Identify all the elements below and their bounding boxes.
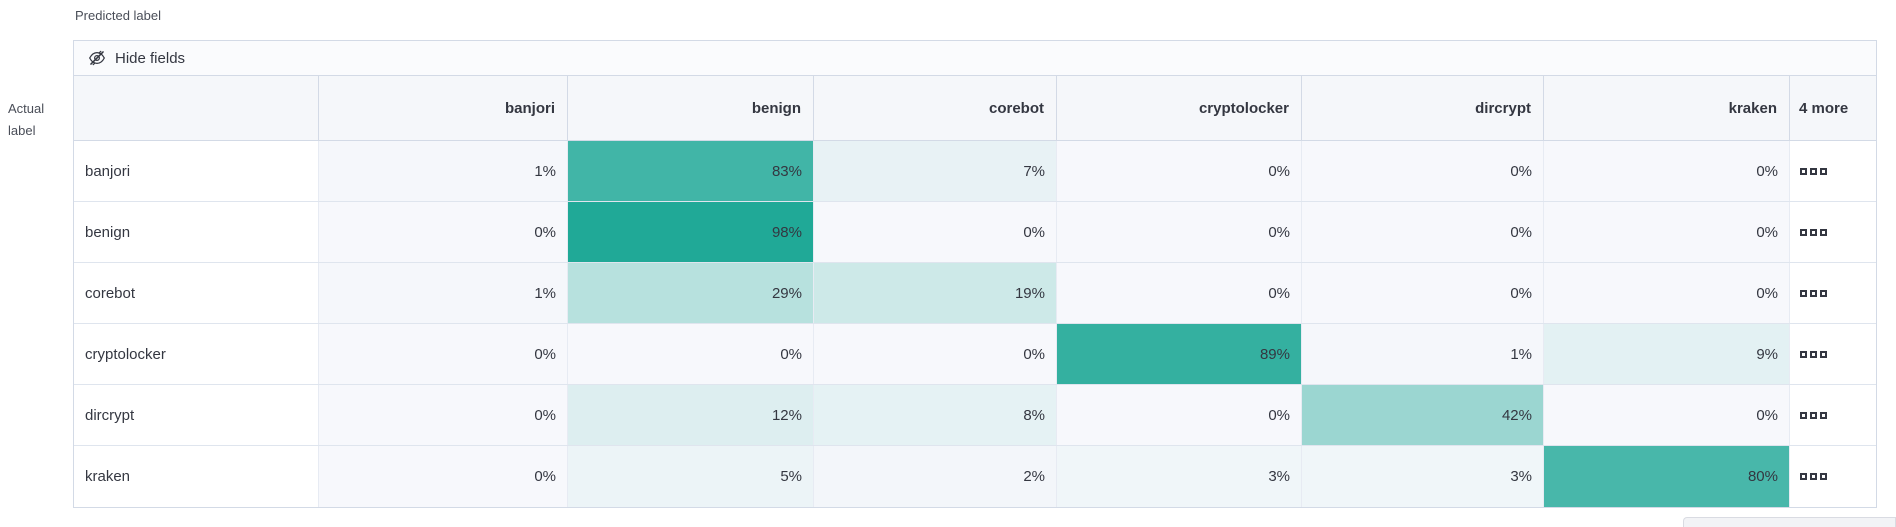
grid-cell-kraken-cryptolocker[interactable]: 3% [1057, 446, 1302, 507]
grid-cell-kraken-benign[interactable]: 5% [568, 446, 814, 507]
grid-cell-kraken-banjori[interactable]: 0% [319, 446, 568, 507]
grid-cell-corebot-dircrypt[interactable]: 0% [1302, 263, 1544, 323]
grid-cell-corebot-corebot[interactable]: 19% [814, 263, 1057, 323]
boxes-horizontal-icon [1800, 411, 1807, 419]
grid-cell-dircrypt-benign[interactable]: 12% [568, 385, 814, 445]
grid-cell-dircrypt-dircrypt[interactable]: 42% [1302, 385, 1544, 445]
grid-row-kraken: kraken 0% 5% 2% 3% 3% 80% [74, 446, 1876, 507]
more-columns-cell[interactable] [1790, 446, 1876, 507]
grid-cell-banjori-cryptolocker[interactable]: 0% [1057, 141, 1302, 201]
actual-axis-label-line1: Actual [8, 101, 45, 116]
grid-cell-kraken-kraken[interactable]: 80% [1544, 446, 1790, 507]
grid-row-cryptolocker: cryptolocker 0% 0% 0% 89% 1% 9% [74, 324, 1876, 385]
boxes-horizontal-icon [1810, 350, 1817, 358]
boxes-horizontal-icon [1810, 289, 1817, 297]
grid-cell-cryptolocker-cryptolocker[interactable]: 89% [1057, 324, 1302, 384]
grid-row-corebot: corebot 1% 29% 19% 0% 0% 0% [74, 263, 1876, 324]
row-label-cryptolocker[interactable]: cryptolocker [74, 324, 319, 384]
column-header-corebot[interactable]: corebot [814, 76, 1057, 140]
more-columns-cell[interactable] [1790, 263, 1876, 323]
grid-cell-kraken-dircrypt[interactable]: 3% [1302, 446, 1544, 507]
actual-axis-label-line2: label [8, 123, 36, 138]
boxes-horizontal-icon [1820, 167, 1827, 175]
column-header-dircrypt[interactable]: dircrypt [1302, 76, 1544, 140]
grid-cell-cryptolocker-corebot[interactable]: 0% [814, 324, 1057, 384]
grid-cell-corebot-benign[interactable]: 29% [568, 263, 814, 323]
grid-cell-cryptolocker-benign[interactable]: 0% [568, 324, 814, 384]
grid-cell-cryptolocker-kraken[interactable]: 9% [1544, 324, 1790, 384]
grid-cell-banjori-dircrypt[interactable]: 0% [1302, 141, 1544, 201]
grid-row-benign: benign 0% 98% 0% 0% 0% 0% [74, 202, 1876, 263]
grid-cell-benign-cryptolocker[interactable]: 0% [1057, 202, 1302, 262]
grid-cell-cryptolocker-banjori[interactable]: 0% [319, 324, 568, 384]
horizontal-scrollbar[interactable] [1683, 517, 1896, 527]
boxes-horizontal-icon [1800, 167, 1807, 175]
grid-cell-dircrypt-corebot[interactable]: 8% [814, 385, 1057, 445]
boxes-horizontal-icon [1820, 411, 1827, 419]
hide-fields-label: Hide fields [115, 49, 186, 67]
grid-cell-kraken-corebot[interactable]: 2% [814, 446, 1057, 507]
row-label-corebot[interactable]: corebot [74, 263, 319, 323]
column-header-banjori[interactable]: banjori [319, 76, 568, 140]
more-columns-cell[interactable] [1790, 324, 1876, 384]
grid-cell-benign-banjori[interactable]: 0% [319, 202, 568, 262]
boxes-horizontal-icon [1810, 167, 1817, 175]
grid-cell-banjori-corebot[interactable]: 7% [814, 141, 1057, 201]
more-columns-cell[interactable] [1790, 141, 1876, 201]
row-label-kraken[interactable]: kraken [74, 446, 319, 507]
grid-cell-banjori-banjori[interactable]: 1% [319, 141, 568, 201]
grid-cell-dircrypt-kraken[interactable]: 0% [1544, 385, 1790, 445]
boxes-horizontal-icon [1810, 411, 1817, 419]
column-header-kraken[interactable]: kraken [1544, 76, 1790, 140]
grid-cell-dircrypt-banjori[interactable]: 0% [319, 385, 568, 445]
boxes-horizontal-icon [1820, 228, 1827, 236]
grid-cell-benign-kraken[interactable]: 0% [1544, 202, 1790, 262]
boxes-horizontal-icon [1820, 473, 1827, 480]
column-header-benign[interactable]: benign [568, 76, 814, 140]
row-label-dircrypt[interactable]: dircrypt [74, 385, 319, 445]
boxes-horizontal-icon [1800, 289, 1807, 297]
more-columns-cell[interactable] [1790, 385, 1876, 445]
grid-cell-corebot-banjori[interactable]: 1% [319, 263, 568, 323]
grid-cell-cryptolocker-dircrypt[interactable]: 1% [1302, 324, 1544, 384]
grid-cell-corebot-kraken[interactable]: 0% [1544, 263, 1790, 323]
more-columns-cell[interactable] [1790, 202, 1876, 262]
boxes-horizontal-icon [1810, 228, 1817, 236]
boxes-horizontal-icon [1810, 473, 1817, 480]
boxes-horizontal-icon [1800, 473, 1807, 480]
hide-fields-button[interactable]: Hide fields [74, 41, 1876, 76]
column-header-cryptolocker[interactable]: cryptolocker [1057, 76, 1302, 140]
data-grid: Hide fields banjori benign corebot cryptolo… [73, 40, 1877, 508]
row-label-banjori[interactable]: banjori [74, 141, 319, 201]
grid-row-banjori: banjori 1% 83% 7% 0% 0% 0% [74, 141, 1876, 202]
grid-cell-banjori-kraken[interactable]: 0% [1544, 141, 1790, 201]
boxes-horizontal-icon [1820, 289, 1827, 297]
grid-cell-banjori-benign[interactable]: 83% [568, 141, 814, 201]
column-header-more[interactable]: 4 more [1799, 99, 1849, 117]
boxes-horizontal-icon [1800, 350, 1807, 358]
grid-cell-corebot-cryptolocker[interactable]: 0% [1057, 263, 1302, 323]
row-label-benign[interactable]: benign [74, 202, 319, 262]
boxes-horizontal-icon [1800, 228, 1807, 236]
grid-cell-benign-dircrypt[interactable]: 0% [1302, 202, 1544, 262]
grid-body: banjori 1% 83% 7% 0% 0% 0% benign 0% 98% 0% 0% 0% 0% c… [74, 141, 1876, 507]
grid-header-row: banjori benign corebot cryptolocker dircrypt… [74, 76, 1876, 141]
grid-header-corner-cell [74, 76, 319, 140]
grid-cell-benign-benign[interactable]: 98% [568, 202, 814, 262]
boxes-horizontal-icon [1820, 350, 1827, 358]
predicted-axis-label: Predicted label [75, 8, 161, 23]
grid-row-dircrypt: dircrypt 0% 12% 8% 0% 42% 0% [74, 385, 1876, 446]
grid-cell-dircrypt-cryptolocker[interactable]: 0% [1057, 385, 1302, 445]
eye-slash-icon [88, 49, 106, 67]
grid-cell-benign-corebot[interactable]: 0% [814, 202, 1057, 262]
actual-axis-label: Actual label [8, 98, 44, 142]
